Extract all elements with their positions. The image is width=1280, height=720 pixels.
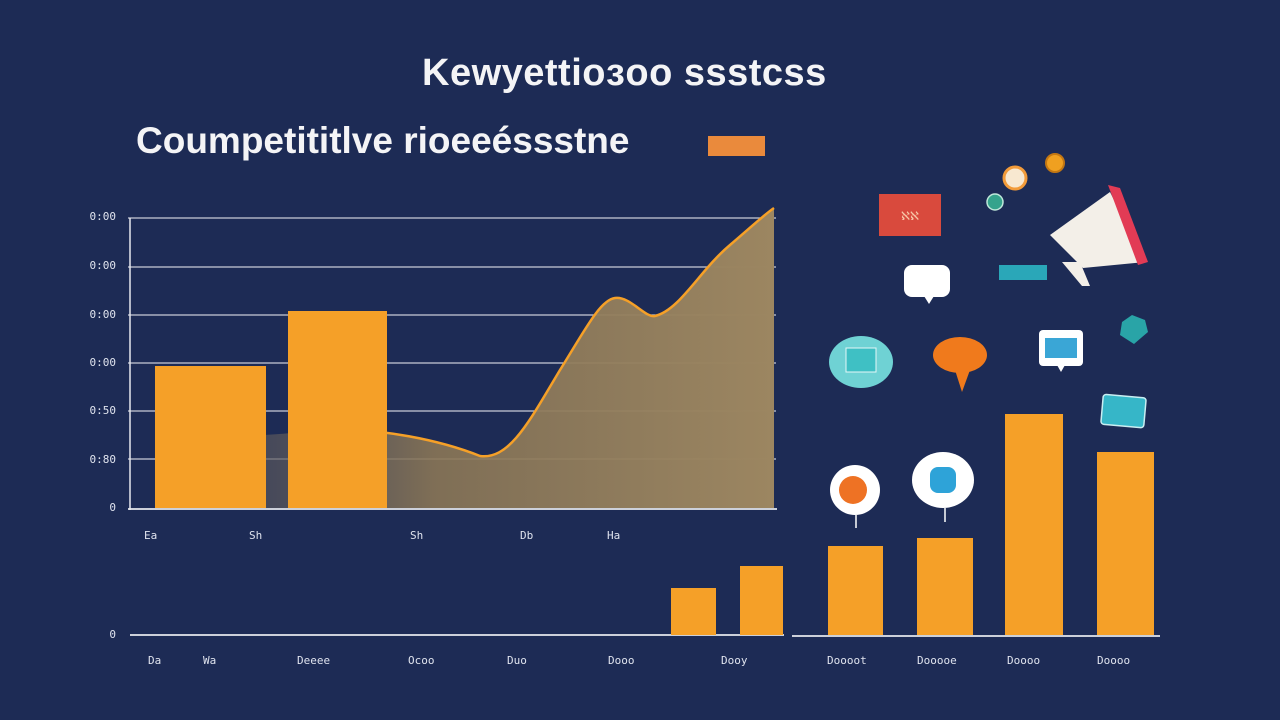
- gem-icon: [1120, 315, 1148, 344]
- x-tick: Doooo: [1097, 654, 1131, 667]
- y-tick: 0:80: [89, 453, 117, 466]
- bar: [671, 588, 716, 635]
- bar: [155, 366, 266, 508]
- x-tick: Db: [520, 529, 534, 542]
- x-tick: Ocoo: [408, 654, 435, 667]
- bar: [740, 566, 783, 635]
- x-tick: Deeee: [297, 654, 331, 667]
- x-tick: Sh: [249, 529, 263, 542]
- emoji-badge-icon: [1002, 165, 1028, 191]
- y-tick: 0:50: [89, 404, 117, 417]
- teal-chat-icon: [829, 336, 893, 388]
- bar: [917, 538, 973, 635]
- x-tick: Dooy: [721, 654, 748, 667]
- x-tick: Sh: [410, 529, 424, 542]
- screen-bubble-icon: [1039, 330, 1083, 372]
- x-tick: Duo: [507, 654, 527, 667]
- x-tick: Ha: [607, 529, 621, 542]
- y-tick: 0:00: [89, 356, 117, 369]
- y-tick: 0: [109, 501, 116, 514]
- y-tick: 0:00: [89, 308, 117, 321]
- blue-pin-icon: [912, 452, 974, 522]
- x-tick: Ea: [144, 529, 158, 542]
- brain-cloud-icon: [933, 337, 987, 392]
- y-tick: 0: [109, 628, 116, 641]
- bar: [288, 311, 387, 508]
- bar: [828, 546, 883, 635]
- svg-text:ℵℵ: ℵℵ: [901, 209, 919, 223]
- label-tag-icon: [999, 265, 1047, 280]
- chat-card-icon: ℵℵ: [879, 194, 941, 236]
- x-tick: Wa: [203, 654, 217, 667]
- chart-subtitle: Coumpetititlve rioeeéssstne: [136, 120, 630, 161]
- legend-swatch: [708, 136, 765, 156]
- x-tick: Doooo: [1007, 654, 1041, 667]
- coin-icon: [1045, 153, 1065, 173]
- bar: [1005, 414, 1063, 635]
- y-tick: 0:00: [89, 259, 117, 272]
- x-tick: Doooot: [827, 654, 867, 667]
- chart-title: Kewyettioзoo ssstcss: [422, 52, 827, 94]
- megaphone-icon: [1050, 185, 1148, 286]
- teal-badge-icon: [986, 193, 1004, 211]
- orange-pin-icon: [830, 465, 880, 528]
- bar: [1097, 452, 1154, 635]
- x-tick: Dooo: [608, 654, 635, 667]
- speech-bubble-icon: [904, 265, 950, 304]
- tag-card-icon: [1100, 393, 1147, 429]
- x-tick: Da: [148, 654, 162, 667]
- x-tick: Dooooe: [917, 654, 957, 667]
- y-tick: 0:00: [89, 210, 117, 223]
